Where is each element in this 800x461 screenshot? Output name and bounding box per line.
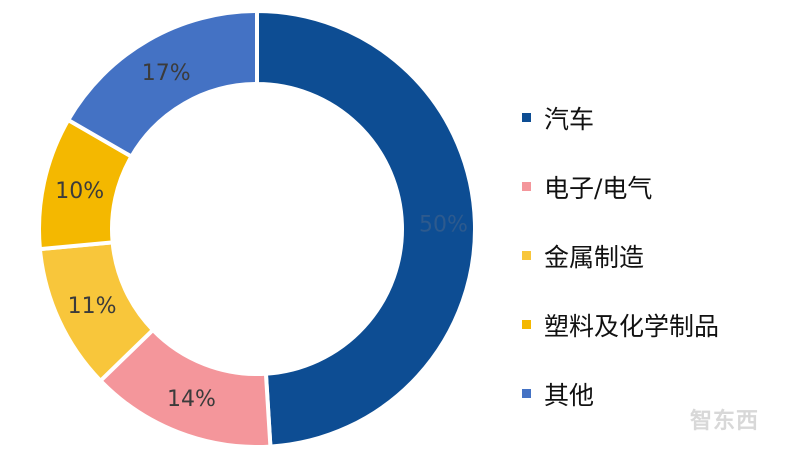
legend-swatch (522, 182, 531, 191)
legend-swatch (522, 113, 531, 122)
legend-swatch (522, 389, 531, 398)
legend-item-electronics: 电子/电气 (522, 152, 719, 221)
data-label: 50% (419, 212, 468, 237)
legend-item-auto: 汽车 (522, 83, 719, 152)
legend-item-other: 其他 (522, 359, 719, 428)
legend-item-metal: 金属制造 (522, 221, 719, 290)
data-label: 10% (55, 179, 104, 204)
watermark-logo: 智东西 (690, 409, 760, 434)
legend-label: 金属制造 (544, 242, 645, 272)
slice-0 (255, 8, 478, 449)
data-label: 11% (68, 294, 117, 319)
legend-label: 电子/电气 (544, 173, 653, 203)
legend-label: 其他 (544, 380, 595, 410)
legend-swatch (522, 320, 531, 329)
donut-chart: 50% 14% 11% 10% 17% (39, 8, 478, 449)
data-label: 17% (142, 61, 191, 86)
legend-swatch (522, 251, 531, 260)
legend-label: 塑料及化学制品 (544, 311, 720, 341)
legend-label: 汽车 (544, 104, 595, 134)
slice-4 (65, 8, 259, 160)
data-label: 14% (167, 387, 216, 412)
legend-item-plastics: 塑料及化学制品 (522, 290, 719, 359)
legend: 汽车 电子/电气 金属制造 塑料及化学制品 其他 (522, 83, 719, 428)
